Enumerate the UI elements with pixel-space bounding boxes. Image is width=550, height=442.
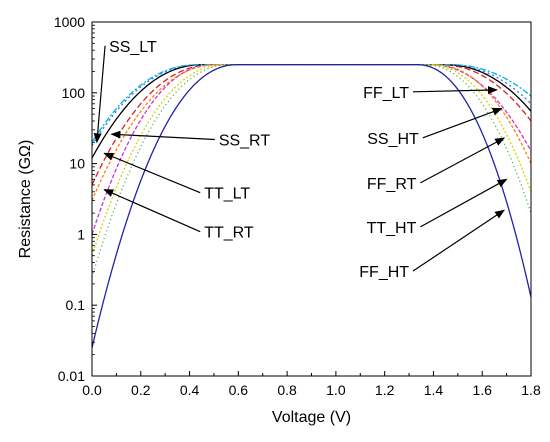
series-line-ff-ht <box>91 63 532 348</box>
y-tick-label: 0.01 <box>58 368 85 384</box>
x-tick-label: 1.8 <box>521 382 541 398</box>
annotation-label-tt-ht: TT_HT <box>367 220 417 237</box>
annotation-arrow <box>422 107 503 139</box>
y-tick-label: 0.1 <box>66 297 86 313</box>
x-tick-label: 1.6 <box>472 382 492 398</box>
annotation-arrow <box>420 178 508 228</box>
y-tick-label: 10 <box>69 156 85 172</box>
annotation-arrow <box>412 209 506 272</box>
annotation-label-ss-rt: SS_RT <box>219 133 271 150</box>
annotation-arrow <box>110 130 215 141</box>
series-line-ss-ht <box>91 63 532 201</box>
annotation-arrow <box>413 86 498 95</box>
x-tick-label: 0.8 <box>277 382 297 398</box>
annotation-label-ff-rt: FF_RT <box>367 176 417 193</box>
y-axis-title: Resistance (GΩ) <box>17 140 34 259</box>
series-line-ff-lt <box>91 63 532 143</box>
y-tick-label: 1 <box>77 226 85 242</box>
series-layer <box>91 63 532 348</box>
series-line-ff-rt <box>91 63 532 256</box>
x-tick-label: 1.4 <box>424 382 444 398</box>
y-tick-label: 1000 <box>54 14 85 30</box>
annotation-label-ss-ht: SS_HT <box>367 131 419 148</box>
series-line-ss-rt <box>91 63 532 186</box>
annotation-arrow <box>93 45 106 144</box>
x-tick-label: 0.6 <box>229 382 249 398</box>
annotation-label-ff-lt: FF_LT <box>363 85 409 102</box>
annotation-arrow <box>103 152 201 194</box>
x-tick-label: 1.2 <box>375 382 395 398</box>
annotation-arrow <box>103 189 201 233</box>
annotation-label-tt-lt: TT_LT <box>204 186 250 203</box>
annotation-label-tt-rt: TT_RT <box>204 225 254 242</box>
x-tick-label: 0.2 <box>131 382 151 398</box>
annotation-layer: SS_LT SS_RT TT_LT TT_RT FF_LT SS_HT FF_RT TT_HT… <box>93 39 508 281</box>
x-tick-label: 1.0 <box>326 382 346 398</box>
y-tick-label: 100 <box>62 85 86 101</box>
x-tick-label: 0.4 <box>180 382 200 398</box>
annotation-arrow <box>420 137 506 184</box>
annotation-label-ff-ht: FF_HT <box>359 264 409 281</box>
x-axis-title: Voltage (V) <box>272 409 351 426</box>
y-axis: 0.01 0.1 1 10 100 1000 <box>54 14 97 384</box>
series-line-tt-ht <box>91 63 532 278</box>
x-tick-label: 0.0 <box>82 382 102 398</box>
x-axis: 0.0 0.2 0.4 0.6 0.8 1.0 1.2 1.4 1.6 1.8 <box>82 371 541 398</box>
series-line-ss-lt <box>91 63 532 146</box>
plot-frame <box>91 21 532 377</box>
annotation-label-ss-lt: SS_LT <box>109 39 157 56</box>
